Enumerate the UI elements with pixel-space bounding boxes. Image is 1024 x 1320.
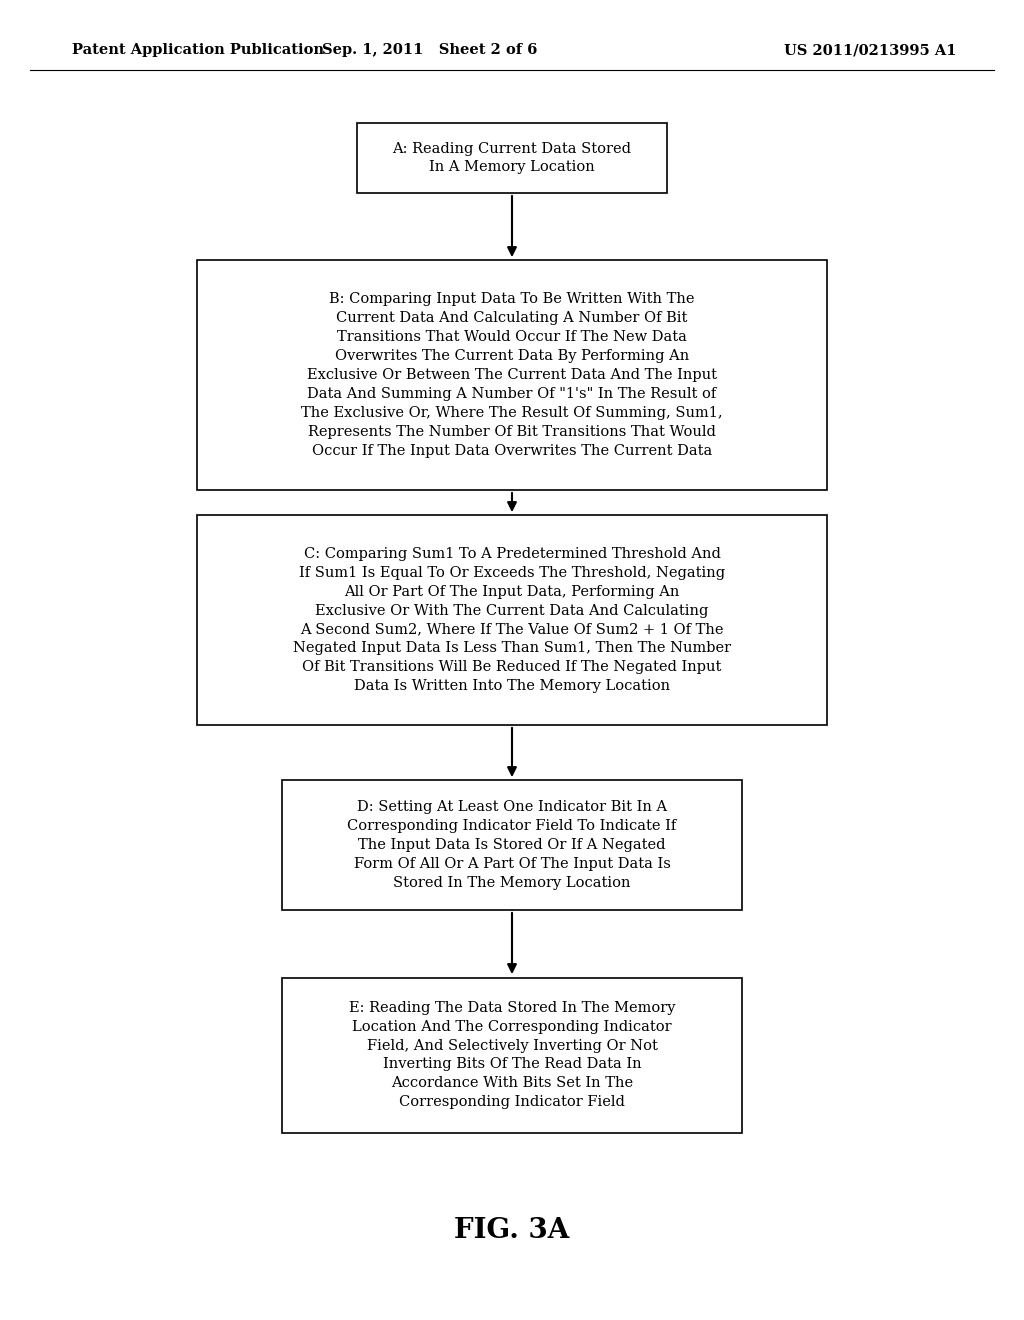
Bar (197, 515, 827, 725)
Bar (282, 780, 742, 909)
Text: Patent Application Publication: Patent Application Publication (72, 44, 324, 57)
Text: FIG. 3A: FIG. 3A (455, 1217, 569, 1243)
Bar (197, 260, 827, 490)
Text: D: Setting At Least One Indicator Bit In A
Corresponding Indicator Field To Indi: D: Setting At Least One Indicator Bit In… (347, 800, 677, 890)
Text: E: Reading The Data Stored In The Memory
Location And The Corresponding Indicato: E: Reading The Data Stored In The Memory… (349, 1001, 675, 1109)
Text: A: Reading Current Data Stored
In A Memory Location: A: Reading Current Data Stored In A Memo… (392, 141, 632, 174)
Text: Sep. 1, 2011   Sheet 2 of 6: Sep. 1, 2011 Sheet 2 of 6 (323, 44, 538, 57)
Text: US 2011/0213995 A1: US 2011/0213995 A1 (783, 44, 956, 57)
Bar (357, 123, 667, 193)
Bar (282, 978, 742, 1133)
Text: B: Comparing Input Data To Be Written With The
Current Data And Calculating A Nu: B: Comparing Input Data To Be Written Wi… (301, 292, 723, 458)
Text: C: Comparing Sum1 To A Predetermined Threshold And
If Sum1 Is Equal To Or Exceed: C: Comparing Sum1 To A Predetermined Thr… (293, 546, 731, 693)
